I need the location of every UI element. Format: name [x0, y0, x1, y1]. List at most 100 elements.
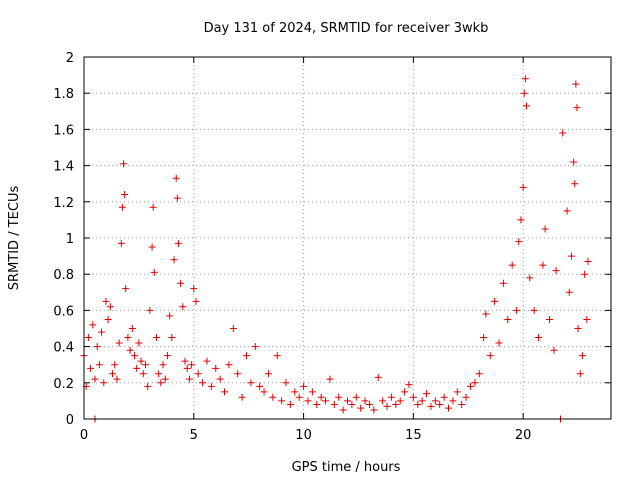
- data-point: [212, 364, 220, 372]
- data-point: [161, 375, 169, 383]
- x-tick-label: 0: [80, 428, 88, 443]
- y-tick-label: 0.8: [53, 268, 74, 283]
- data-point: [121, 191, 129, 199]
- data-point: [409, 393, 417, 401]
- data-point: [174, 239, 182, 247]
- gridlines: [84, 57, 611, 419]
- y-tick-label: 0.4: [53, 341, 74, 356]
- data-point: [133, 364, 141, 372]
- data-point: [141, 361, 149, 369]
- data-point: [326, 375, 334, 383]
- data-point: [84, 334, 92, 342]
- data-point: [572, 80, 580, 88]
- data-point: [370, 406, 378, 414]
- data-point: [157, 379, 165, 387]
- data-point: [313, 401, 321, 409]
- data-point: [242, 352, 250, 360]
- y-tick-label: 0.2: [53, 377, 74, 392]
- data-point: [126, 346, 134, 354]
- data-point: [87, 364, 95, 372]
- data-point: [251, 343, 259, 351]
- data-point: [207, 382, 215, 390]
- y-tick-label: 2: [66, 51, 74, 66]
- chart-title: Day 131 of 2024, SRMTID for receiver 3wk…: [204, 21, 489, 36]
- data-point: [181, 357, 189, 365]
- data-point: [95, 361, 103, 369]
- data-point: [234, 370, 242, 378]
- data-point: [458, 401, 466, 409]
- data-point: [565, 288, 573, 296]
- data-point: [291, 388, 299, 396]
- data-point: [170, 256, 178, 264]
- data-point: [521, 75, 529, 83]
- data-point: [374, 373, 382, 381]
- data-point: [194, 370, 202, 378]
- data-point: [173, 194, 181, 202]
- data-point: [150, 268, 158, 276]
- data-point: [440, 393, 448, 401]
- data-point: [172, 174, 180, 182]
- data-point: [550, 346, 558, 354]
- data-point: [431, 397, 439, 405]
- data-point: [199, 379, 207, 387]
- data-point: [515, 238, 523, 246]
- data-point: [482, 310, 490, 318]
- data-point: [436, 401, 444, 409]
- data-point: [146, 306, 154, 314]
- data-point: [513, 306, 521, 314]
- data-point: [120, 160, 128, 168]
- data-point: [352, 393, 360, 401]
- data-point: [414, 401, 422, 409]
- data-point: [546, 315, 554, 323]
- y-tick-label: 1.2: [53, 196, 74, 211]
- data-point: [330, 401, 338, 409]
- data-point: [168, 334, 176, 342]
- data-point: [563, 207, 571, 215]
- x-axis-label: GPS time / hours: [292, 460, 401, 475]
- data-point: [192, 297, 200, 305]
- data-point: [229, 325, 237, 332]
- data-point: [106, 303, 114, 311]
- data-point: [567, 252, 575, 260]
- x-tick-label: 10: [295, 428, 312, 443]
- data-point: [427, 402, 435, 410]
- data-point: [190, 285, 198, 293]
- data-point: [159, 361, 167, 369]
- data-point: [117, 239, 125, 247]
- data-point: [264, 370, 272, 378]
- data-point: [361, 397, 369, 405]
- data-point: [504, 315, 512, 323]
- data-point: [128, 325, 136, 332]
- data-point: [583, 315, 591, 323]
- data-point: [155, 370, 163, 378]
- y-tick-label: 1: [66, 232, 74, 247]
- data-point: [93, 343, 101, 351]
- data-point: [225, 361, 233, 369]
- data-point: [571, 180, 579, 188]
- data-point: [166, 312, 174, 320]
- data-point: [256, 382, 264, 390]
- data-point: [91, 375, 99, 383]
- data-point: [383, 402, 391, 410]
- data-point: [247, 379, 255, 387]
- data-point: [149, 203, 157, 211]
- data-point: [144, 382, 152, 390]
- data-point: [335, 393, 343, 401]
- data-point: [113, 375, 121, 383]
- data-point: [216, 375, 224, 383]
- axis-ticks: 0 5 10 15 20 0 0.2 0.4 0.6 0.8 1 1.2 1.4 1.6 1.8 2: [53, 51, 611, 443]
- data-point: [552, 267, 560, 275]
- data-point: [576, 370, 584, 378]
- y-tick-label: 0: [66, 413, 74, 428]
- data-point: [188, 361, 196, 369]
- data-point: [522, 102, 530, 110]
- data-point: [357, 404, 365, 412]
- data-point: [135, 339, 143, 347]
- data-point: [445, 404, 453, 412]
- data-point: [559, 129, 567, 137]
- data-point: [573, 104, 581, 112]
- data-point: [348, 401, 356, 409]
- data-point: [578, 352, 586, 360]
- data-point: [499, 279, 507, 287]
